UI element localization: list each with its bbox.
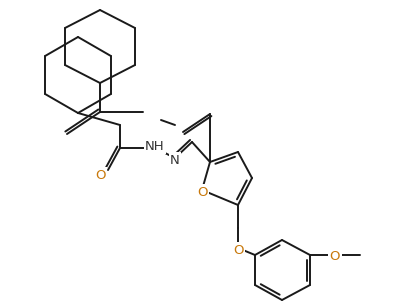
Text: O: O — [197, 185, 207, 198]
Text: O: O — [95, 168, 105, 181]
Text: N: N — [170, 153, 180, 167]
Text: O: O — [330, 250, 340, 264]
Text: NH: NH — [145, 140, 165, 152]
Text: O: O — [233, 244, 243, 257]
